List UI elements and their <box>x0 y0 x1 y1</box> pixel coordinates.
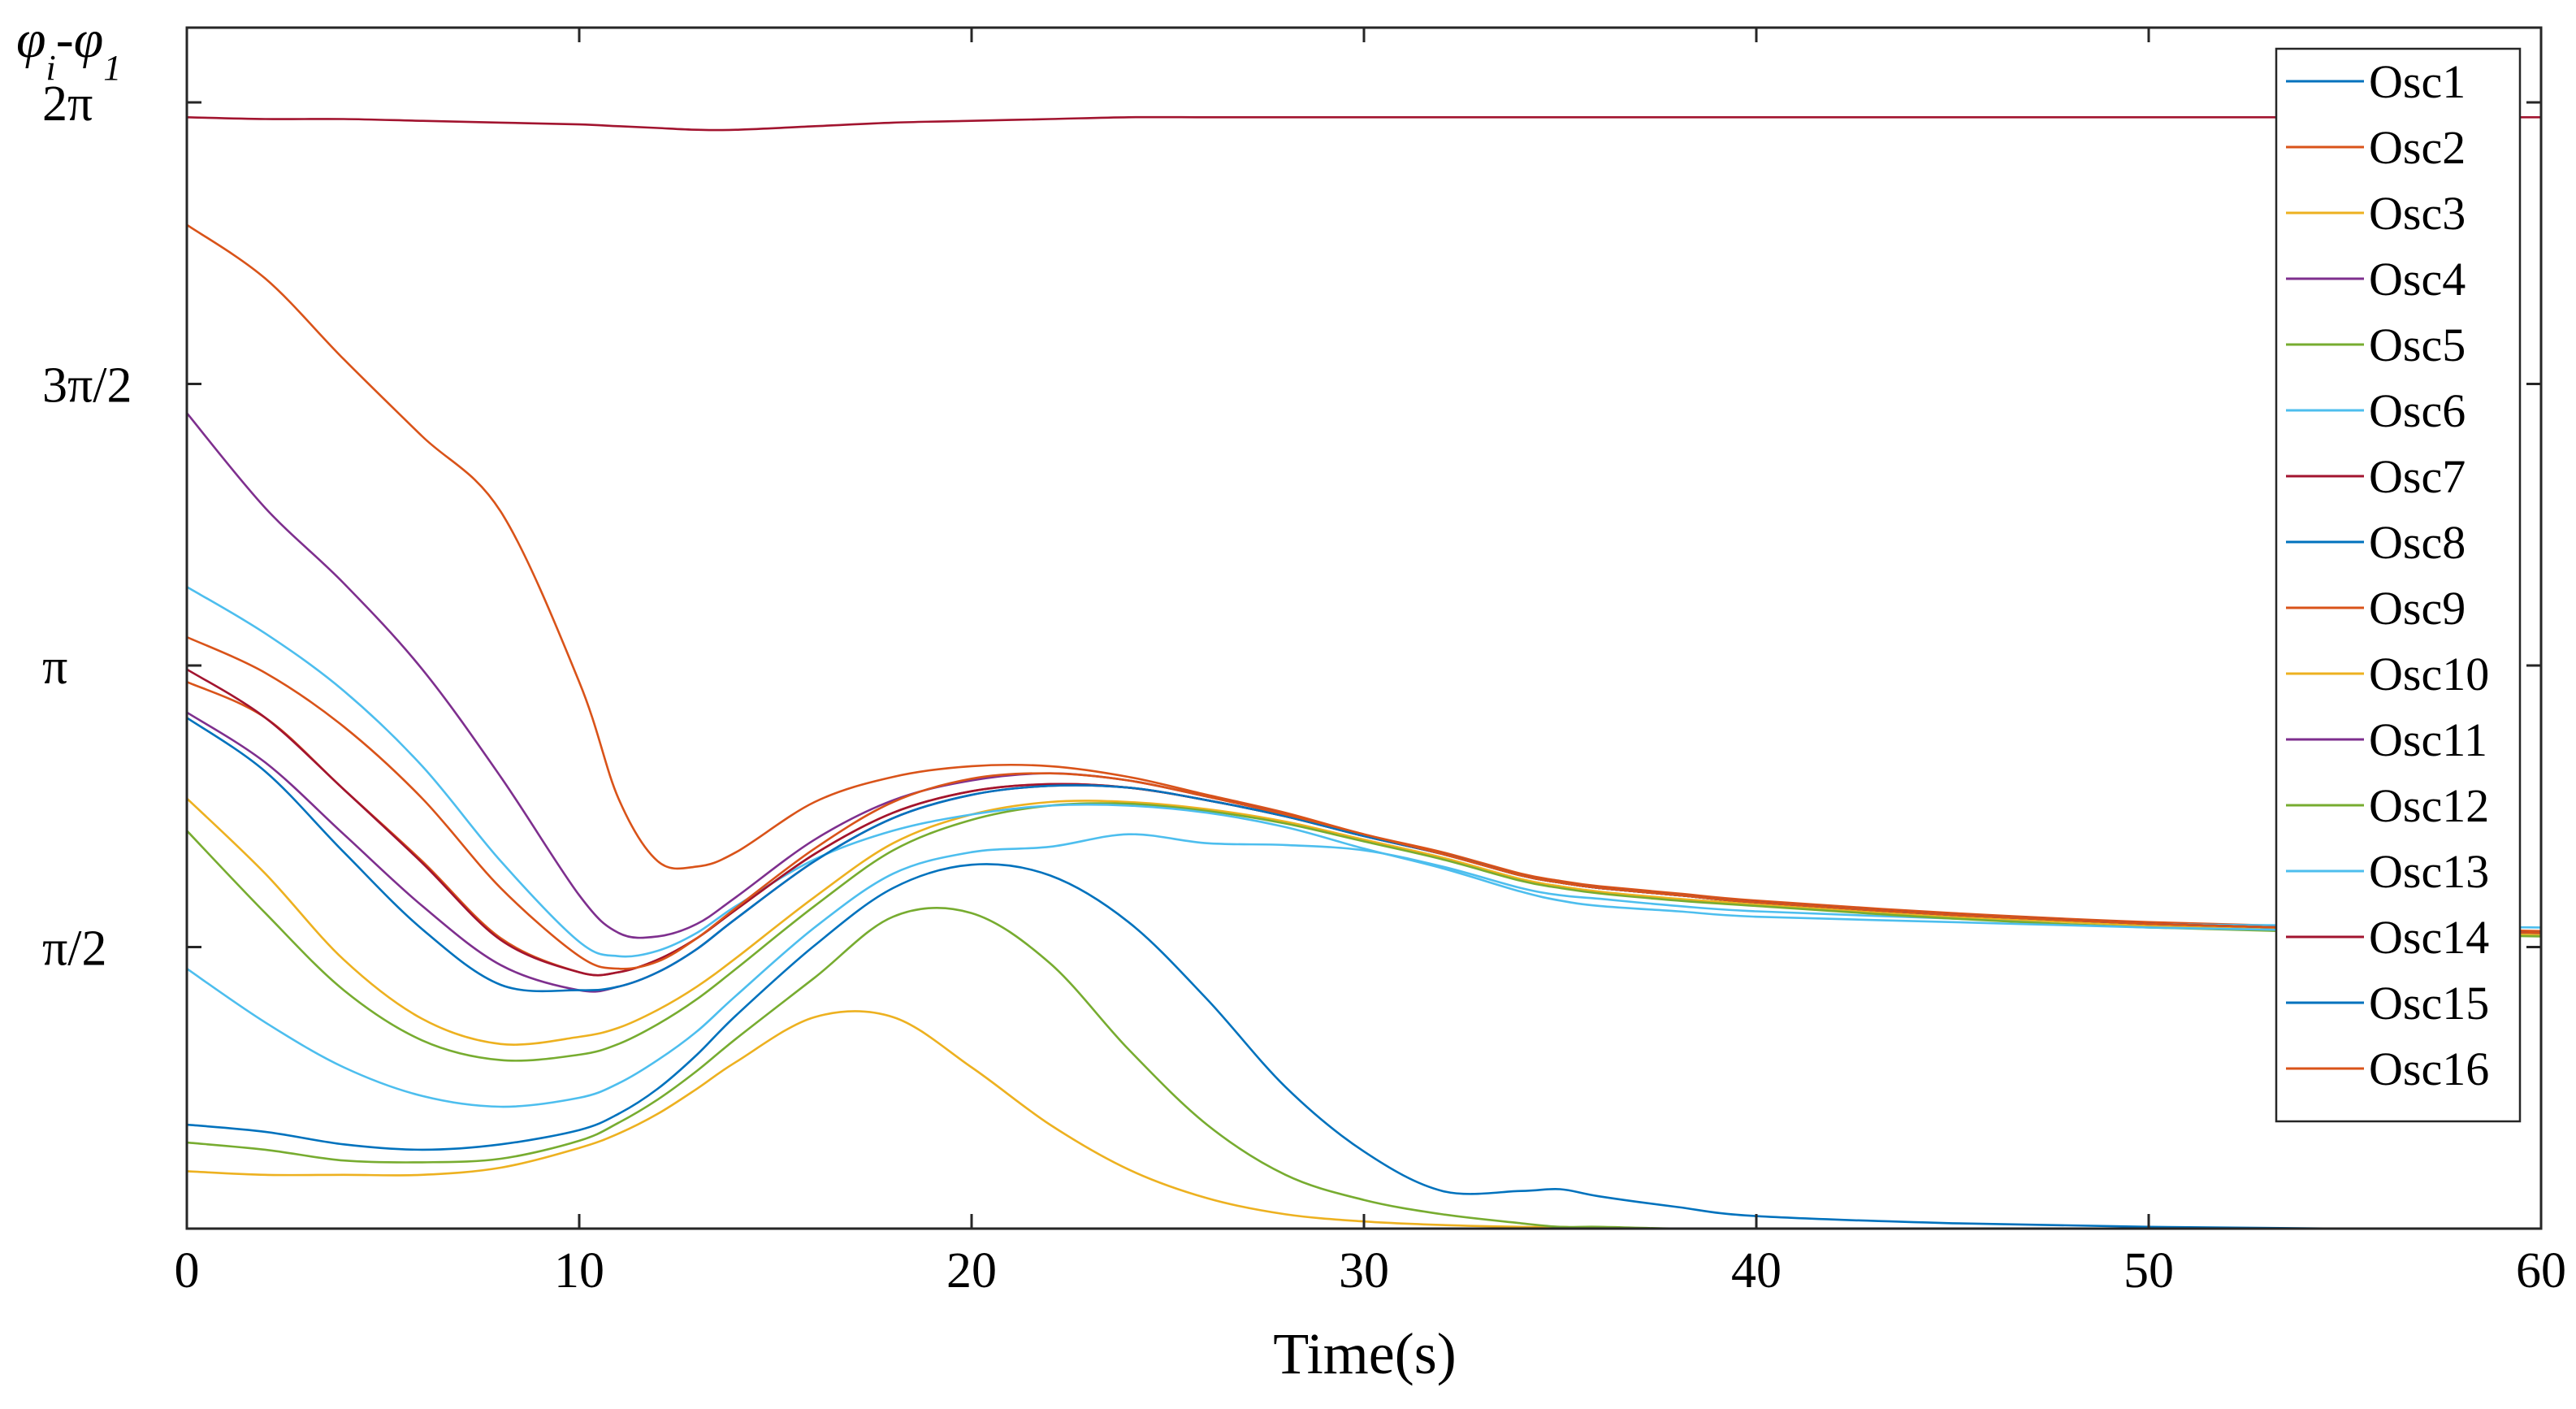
legend-label: Osc7 <box>2369 450 2466 503</box>
series-line-osc16 <box>186 635 2542 970</box>
y-label-sub-right: 1 <box>103 48 121 88</box>
series-line-osc12 <box>186 802 2542 1062</box>
legend: Osc1 Osc2 Osc3 Osc4 Osc5 Osc6 Osc7 Osc8 Osc9 Osc1… <box>2275 47 2522 1123</box>
x-tick-label: 50 <box>2124 1243 2174 1298</box>
legend-item: Osc5 <box>2286 319 2466 371</box>
legend-item: Osc4 <box>2286 253 2466 306</box>
y-label-sub-left: i <box>46 48 56 88</box>
series-line-osc7 <box>186 115 2541 132</box>
legend-label: Osc13 <box>2369 845 2489 898</box>
series-line-osc2 <box>186 223 2542 933</box>
legend-label: Osc16 <box>2369 1043 2489 1095</box>
x-tick-label: 10 <box>554 1243 604 1298</box>
y-tick-label: 3π/2 <box>42 358 132 413</box>
legend-label: Osc1 <box>2369 55 2466 108</box>
legend-box <box>2275 47 2522 1123</box>
legend-label: Osc14 <box>2369 911 2489 964</box>
legend-label: Osc10 <box>2369 648 2489 700</box>
x-tick-label: 60 <box>2516 1243 2566 1298</box>
legend-item: Osc13 <box>2286 845 2489 898</box>
legend-item: Osc9 <box>2286 582 2466 635</box>
x-tick-label: 20 <box>946 1243 997 1298</box>
legend-item: Osc16 <box>2286 1043 2489 1095</box>
y-label-minus: - <box>56 10 74 69</box>
series-line-osc8 <box>186 863 2542 1230</box>
legend-item: Osc6 <box>2286 384 2466 437</box>
x-tick-label: 40 <box>1731 1243 1782 1298</box>
legend-label: Osc6 <box>2369 384 2466 437</box>
legend-item: Osc3 <box>2286 187 2466 240</box>
y-label-phi-left: φ <box>16 10 46 69</box>
legend-label: Osc8 <box>2369 516 2466 569</box>
legend-label: Osc15 <box>2369 977 2489 1030</box>
y-tick-label: π/2 <box>42 921 107 976</box>
legend-label: Osc3 <box>2369 187 2466 240</box>
legend-item: Osc12 <box>2286 779 2489 832</box>
legend-item: Osc1 <box>2286 55 2466 108</box>
x-tick-label: 30 <box>1339 1243 1389 1298</box>
y-label-phi-right: φ <box>74 10 104 69</box>
series-line-osc10 <box>186 797 2542 1046</box>
legend-label: Osc12 <box>2369 779 2489 832</box>
y-axis-label: φi-φ1 <box>16 10 121 88</box>
x-tick-label: 0 <box>175 1243 200 1298</box>
legend-label: Osc2 <box>2369 121 2466 174</box>
legend-item: Osc11 <box>2286 713 2487 766</box>
legend-item: Osc2 <box>2286 121 2466 174</box>
y-tick-label: π <box>42 639 67 695</box>
plot-lines <box>185 115 2542 1230</box>
legend-item: Osc14 <box>2286 911 2489 964</box>
legend-label: Osc5 <box>2369 319 2466 371</box>
y-axis-ticks: π/2 π 3π/2 2π <box>42 76 2541 976</box>
legend-label: Osc9 <box>2369 582 2466 635</box>
legend-item: Osc7 <box>2286 450 2466 503</box>
legend-item: Osc8 <box>2286 516 2466 569</box>
y-tick-label: 2π <box>42 76 93 132</box>
legend-label: Osc11 <box>2369 713 2487 766</box>
x-axis-label: Time(s) <box>1273 1321 1456 1386</box>
x-axis-ticks: 0 10 20 30 40 50 60 <box>175 28 2566 1298</box>
legend-item: Osc15 <box>2286 977 2489 1030</box>
legend-item: Osc10 <box>2286 648 2489 700</box>
series-line-osc13 <box>186 586 2542 958</box>
legend-label: Osc4 <box>2369 253 2466 306</box>
